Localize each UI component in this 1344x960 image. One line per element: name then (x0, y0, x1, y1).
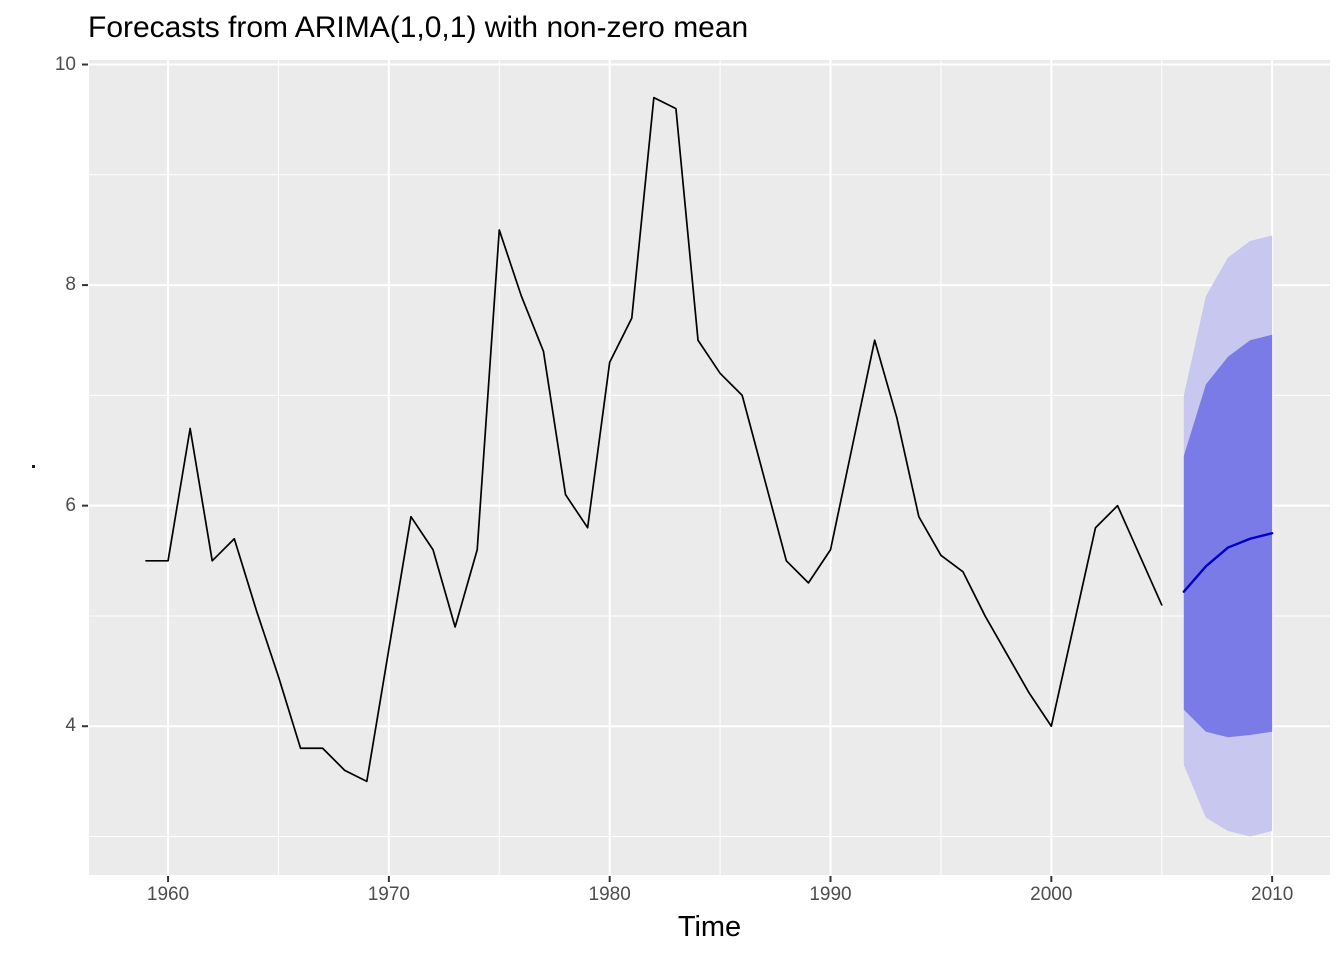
forecast-line (1182, 532, 1274, 593)
y-tick-label: 8 (65, 274, 76, 296)
y-tick-label: 4 (65, 715, 76, 737)
chart-title: Forecasts from ARIMA(1,0,1) with non-zer… (88, 11, 749, 44)
stray-dot (32, 465, 35, 468)
x-tick-label: 1980 (588, 884, 631, 905)
x-tick-label: 1970 (367, 884, 410, 905)
x-tick-label: 1960 (146, 884, 190, 905)
x-tick-label: 2010 (1251, 884, 1294, 905)
panel-background (89, 60, 1330, 875)
y-tick-label: 10 (54, 53, 76, 75)
x-tick-label: 1990 (809, 884, 852, 905)
observed-line (145, 96, 1163, 783)
x-tick-label: 2000 (1030, 884, 1073, 905)
y-tick-label: 6 (65, 494, 76, 516)
x-axis-title: Time (677, 911, 742, 943)
confidence-band-80 (1183, 334, 1273, 738)
